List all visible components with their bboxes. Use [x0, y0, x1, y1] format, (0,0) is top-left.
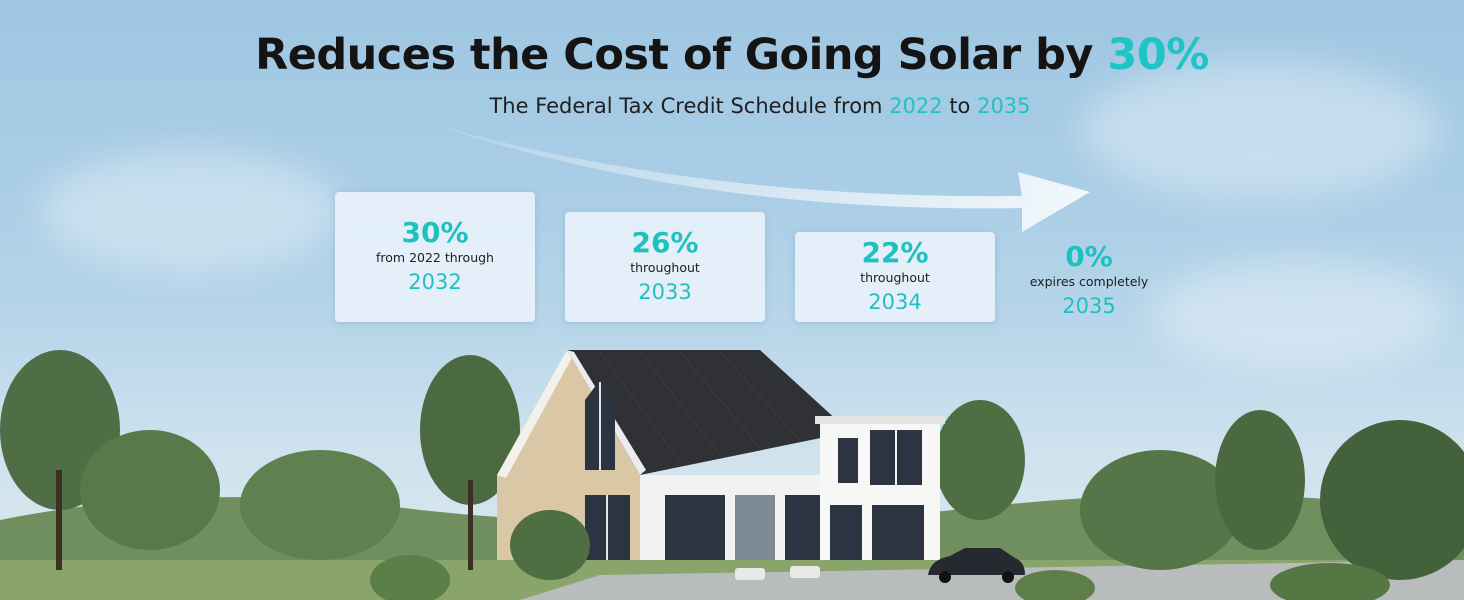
- schedule-year: 2032: [408, 270, 462, 294]
- subtitle-prefix: The Federal Tax Credit Schedule from: [489, 94, 890, 118]
- schedule-percent: 22%: [861, 236, 929, 269]
- schedule-card-2033: 26% throughout 2033: [565, 212, 765, 322]
- title-accent: 30%: [1107, 30, 1209, 80]
- schedule-description: from 2022 through: [376, 250, 494, 265]
- schedule-percent: 0%: [1065, 240, 1113, 273]
- cloud: [1150, 260, 1450, 370]
- schedule-percent: 30%: [401, 216, 469, 249]
- schedule-percent: 26%: [631, 226, 699, 259]
- subtitle-end-year: 2035: [977, 94, 1031, 118]
- schedule-year: 2034: [868, 290, 922, 314]
- schedule-card-2034: 22% throughout 2034: [795, 232, 995, 322]
- schedule-year: 2033: [638, 280, 692, 304]
- schedule-card-2032: 30% from 2022 through 2032: [335, 192, 535, 322]
- schedule-description: throughout: [860, 270, 930, 285]
- schedule-item-2035: 0% expires completely 2035: [1010, 238, 1168, 324]
- subtitle-start-year: 2022: [889, 94, 943, 118]
- page-title: Reduces the Cost of Going Solar by 30%: [0, 30, 1464, 80]
- page-subtitle: The Federal Tax Credit Schedule from 202…: [0, 94, 1464, 118]
- schedule-description: expires completely: [1029, 274, 1149, 289]
- subtitle-middle: to: [942, 94, 978, 118]
- cloud: [1080, 60, 1440, 200]
- cloud: [40, 150, 340, 270]
- schedule-year: 2035: [1062, 294, 1116, 318]
- title-main: Reduces the Cost of Going Solar by: [255, 30, 1108, 80]
- schedule-description: throughout: [630, 260, 700, 275]
